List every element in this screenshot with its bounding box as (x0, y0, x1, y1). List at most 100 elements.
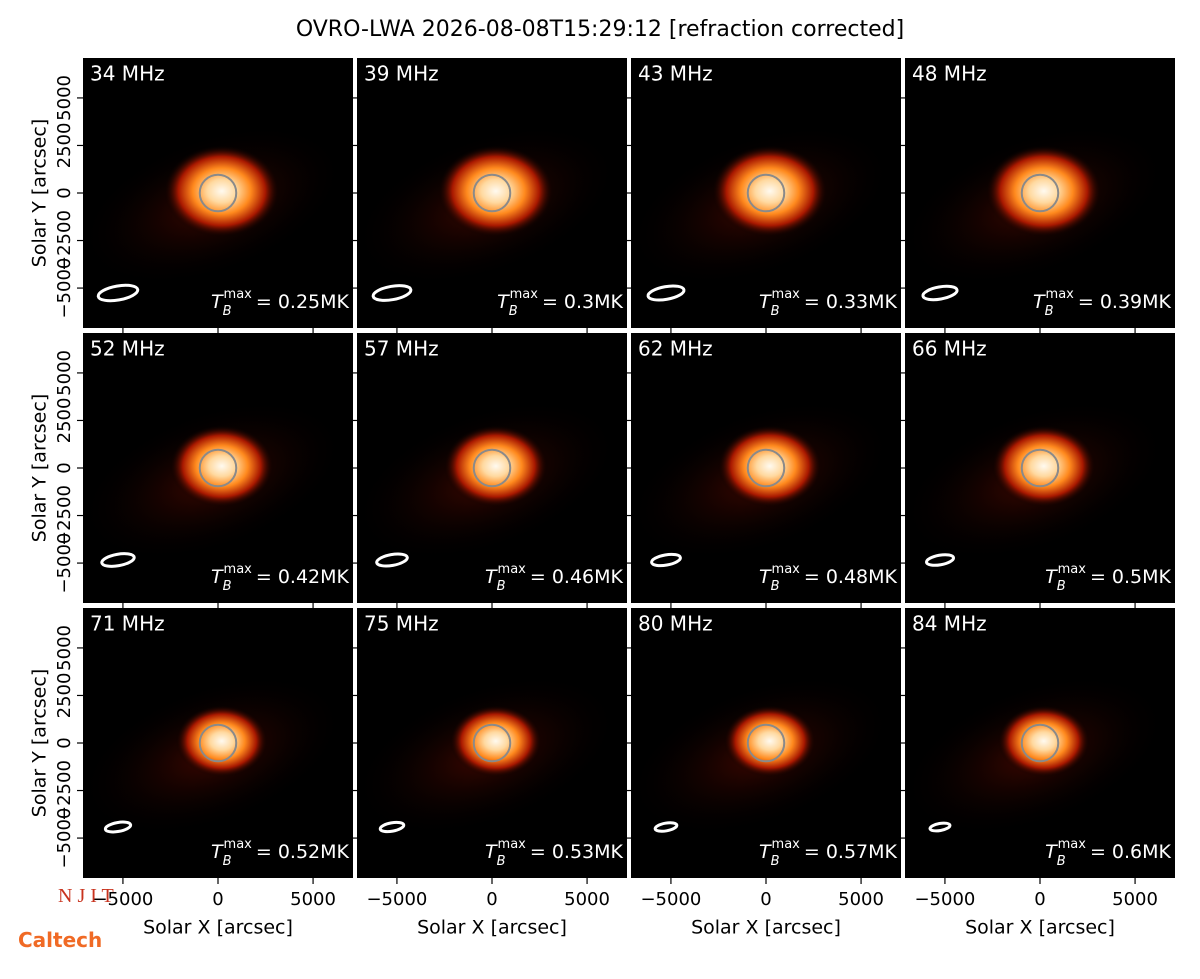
freq-label: 43 MHz (638, 62, 713, 86)
tmax-base: T (759, 291, 772, 313)
beam (100, 552, 136, 568)
y-tick-label: 5000 (54, 350, 75, 396)
x-tick-label: 0 (212, 889, 223, 910)
freq-label: 71 MHz (90, 612, 165, 636)
tmax-base: T (759, 566, 772, 588)
tmax-sup: max (1058, 837, 1087, 852)
emission (711, 145, 828, 238)
tmax-sub: B (771, 304, 780, 319)
y-tick-label: −5000 (54, 258, 75, 319)
beam (921, 284, 959, 302)
tmax-sup: max (510, 287, 539, 302)
beam (371, 284, 413, 302)
x-tick-label: 5000 (1112, 889, 1158, 910)
solar-disk (472, 173, 512, 213)
tmax-sup: max (772, 287, 801, 302)
tmax-base: T (211, 566, 224, 588)
beam (928, 821, 952, 833)
beam (378, 820, 406, 834)
tmax-label: TBmax = 0.33MK (759, 287, 898, 319)
y-tick-label: −2500 (54, 485, 75, 546)
tmax-base: T (1045, 841, 1058, 863)
tmax-value: = 0.6MK (1090, 841, 1172, 863)
freq-label: 80 MHz (638, 612, 713, 636)
tmax-label: TBmax = 0.53MK (485, 837, 624, 869)
tmax-label: TBmax = 0.48MK (759, 562, 898, 594)
x-tick-label: −5000 (366, 889, 427, 910)
tmax-value: = 0.5MK (1090, 566, 1172, 588)
solar-disk (198, 723, 238, 763)
tmax-value: = 0.33MK (804, 291, 898, 313)
tmax-sup: max (498, 562, 527, 577)
freq-label: 34 MHz (90, 62, 165, 86)
x-axis-label: Solar X [arcsec] (691, 917, 841, 939)
solar-disk (1020, 173, 1060, 213)
freq-label: 39 MHz (364, 62, 439, 86)
tmax-value: = 0.39MK (1078, 291, 1172, 313)
tmax-sub: B (497, 854, 506, 869)
tmax-label: TBmax = 0.6MK (1045, 837, 1171, 869)
panel: 62 MHz TBmax = 0.48MK (631, 333, 901, 603)
tmax-sub: B (771, 854, 780, 869)
tmax-value: = 0.57MK (804, 841, 898, 863)
tmax-sub: B (1045, 304, 1054, 319)
tmax-label: TBmax = 0.25MK (211, 287, 350, 319)
panel: 39 MHz TBmax = 0.3MK (357, 58, 627, 328)
x-axis-label: Solar X [arcsec] (965, 917, 1115, 939)
emission (449, 705, 542, 778)
tmax-sub: B (223, 579, 232, 594)
beam (924, 553, 956, 567)
tmax-sup: max (498, 837, 527, 852)
panel: 52 MHz TBmax = 0.42MK (83, 333, 353, 603)
y-tick-label: 0 (54, 737, 75, 748)
tmax-base: T (485, 566, 498, 588)
freq-label: 48 MHz (912, 62, 987, 86)
tmax-sub: B (509, 304, 518, 319)
y-tick-label: −2500 (54, 760, 75, 821)
x-tick-label: 5000 (838, 889, 884, 910)
y-axis-label: Solar Y [arcsec] (29, 669, 51, 817)
panel: 57 MHz TBmax = 0.46MK (357, 333, 627, 603)
panel: 43 MHz TBmax = 0.33MK (631, 58, 901, 328)
y-tick-label: 2500 (54, 673, 75, 719)
tmax-sub: B (1057, 854, 1066, 869)
x-tick-label: 5000 (564, 889, 610, 910)
x-tick-label: 0 (760, 889, 771, 910)
y-tick-label: 0 (54, 187, 75, 198)
emission (443, 425, 548, 508)
tmax-sup: max (224, 837, 253, 852)
x-tick-label: 0 (1034, 889, 1045, 910)
y-tick-label: 2500 (54, 123, 75, 169)
tmax-base: T (485, 841, 498, 863)
beam (646, 284, 686, 302)
y-tick-label: −5000 (54, 533, 75, 594)
emission (163, 145, 280, 238)
freq-label: 75 MHz (364, 612, 439, 636)
tmax-sub: B (497, 579, 506, 594)
y-tick-label: 0 (54, 462, 75, 473)
panel: 84 MHz TBmax = 0.6MK (905, 608, 1175, 878)
emission (723, 705, 816, 778)
emission (985, 145, 1102, 238)
x-tick-label: 5000 (290, 889, 336, 910)
panel: 80 MHz TBmax = 0.57MK (631, 608, 901, 878)
solar-disk (198, 173, 238, 213)
x-tick-label: −5000 (640, 889, 701, 910)
tmax-sub: B (771, 579, 780, 594)
tmax-base: T (759, 841, 772, 863)
y-tick-label: −5000 (54, 808, 75, 869)
y-tick-label: 2500 (54, 398, 75, 444)
y-axis-label: Solar Y [arcsec] (29, 394, 51, 542)
tmax-base: T (1033, 291, 1046, 313)
title: OVRO-LWA 2026-08-08T15:29:12 [refraction… (296, 17, 904, 42)
beam (653, 821, 679, 833)
tmax-label: TBmax = 0.46MK (485, 562, 624, 594)
x-axis-label: Solar X [arcsec] (143, 917, 293, 939)
freq-label: 62 MHz (638, 337, 713, 361)
panel: 34 MHz TBmax = 0.25MK (83, 58, 353, 328)
solar-disk (472, 448, 512, 488)
solar-disk (746, 723, 786, 763)
tmax-label: TBmax = 0.42MK (211, 562, 350, 594)
